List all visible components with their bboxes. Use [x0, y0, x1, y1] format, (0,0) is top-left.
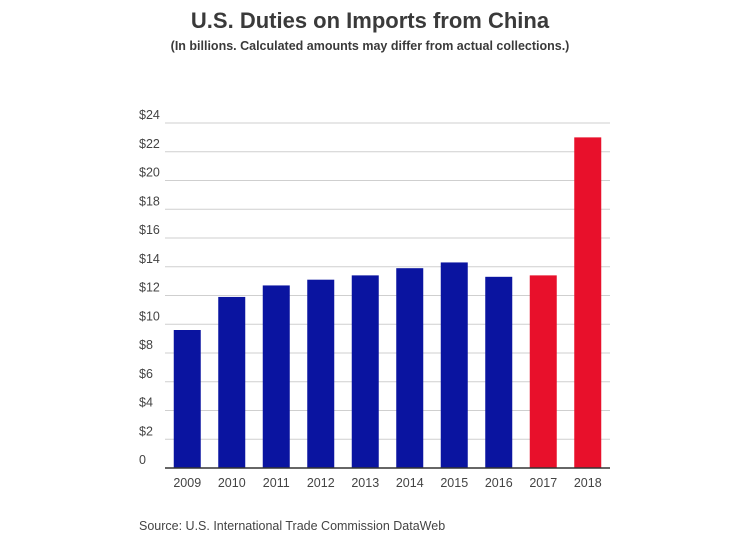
bar-2011 — [262, 285, 290, 468]
chart-title: U.S. Duties on Imports from China — [190, 8, 550, 33]
y-tick-label: $12 — [139, 281, 160, 295]
bar-2018 — [574, 137, 602, 468]
source-note: Source: U.S. International Trade Commiss… — [139, 519, 446, 533]
x-tick-label: 2018 — [574, 476, 602, 490]
y-tick-label: $24 — [139, 108, 160, 122]
x-tick-label: 2012 — [307, 476, 335, 490]
x-tick-label: 2010 — [218, 476, 246, 490]
x-tick-label: 2013 — [351, 476, 379, 490]
x-tick-label: 2011 — [263, 476, 290, 490]
bar-2014 — [396, 268, 424, 468]
y-tick-label: $14 — [139, 252, 160, 266]
x-axis-ticks: 2009 2010 2011 2012 2013 2014 2015 2016 2017 2018 — [173, 476, 601, 490]
y-tick-label: $6 — [139, 367, 153, 381]
bar-2010 — [218, 296, 246, 468]
x-tick-label: 2017 — [529, 476, 557, 490]
y-tick-label: $10 — [139, 309, 160, 323]
y-tick-label: 0 — [139, 453, 146, 467]
y-tick-label: $16 — [139, 223, 160, 237]
y-tick-label: $22 — [139, 137, 160, 151]
bar-2013 — [351, 275, 379, 468]
x-tick-label: 2009 — [173, 476, 201, 490]
bar-2017 — [529, 275, 557, 468]
x-tick-label: 2014 — [396, 476, 424, 490]
y-tick-label: $4 — [139, 396, 153, 410]
y-tick-label: $2 — [139, 424, 153, 438]
bar-2012 — [307, 279, 335, 468]
y-tick-label: $20 — [139, 166, 160, 180]
y-tick-label: $18 — [139, 194, 160, 208]
y-axis-ticks: 0 $2 $4 $6 $8 $10 $12 $14 $16 $18 $20 $22 $24 — [139, 108, 160, 467]
chart-subtitle: (In billions. Calculated amounts may dif… — [170, 39, 570, 53]
x-tick-label: 2015 — [440, 476, 468, 490]
bar-2015 — [440, 262, 468, 468]
bars — [173, 137, 602, 468]
bar-2016 — [485, 276, 513, 468]
bar-2009 — [173, 330, 201, 468]
y-tick-label: $8 — [139, 338, 153, 352]
x-tick-label: 2016 — [485, 476, 513, 490]
